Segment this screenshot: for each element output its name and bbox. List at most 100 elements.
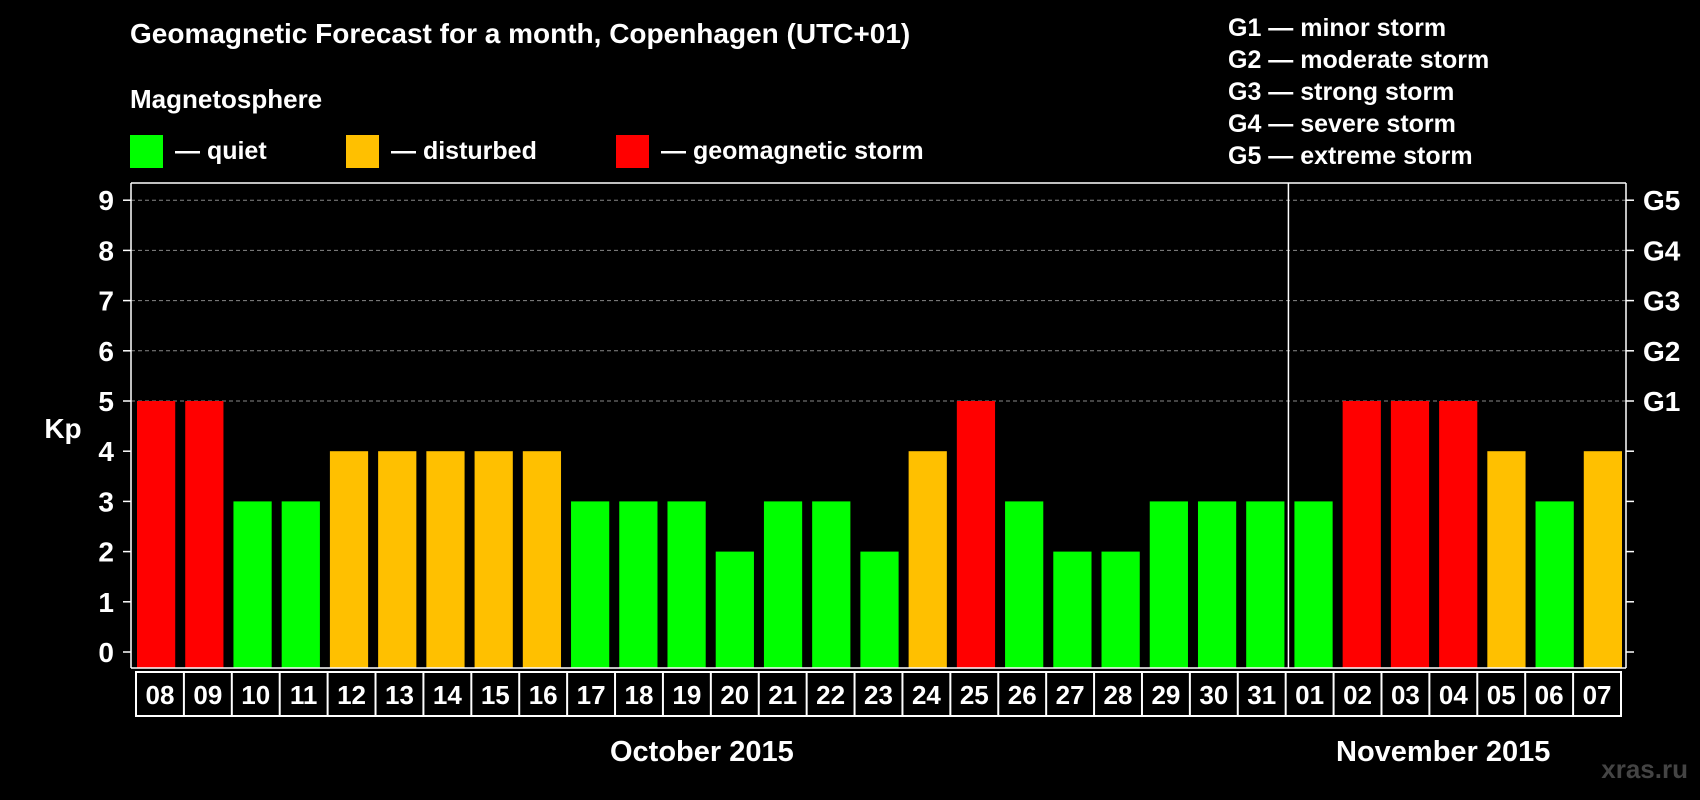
legend-swatch-storm (616, 134, 649, 168)
bar-14 (426, 451, 465, 668)
storm-level-g4: G4 — severe storm (1228, 110, 1456, 138)
x-tick-label-18: 18 (625, 680, 654, 710)
date-box-strip (135, 671, 1622, 717)
legend-label-disturbed: — disturbed (391, 136, 537, 165)
bar-28 (1101, 551, 1140, 668)
bar-19 (667, 501, 706, 668)
x-tick-label-14: 14 (433, 680, 462, 710)
x-tick-label-29: 29 (1151, 680, 1180, 710)
x-tick-label-17: 17 (577, 680, 606, 710)
x-tick-label-21: 21 (768, 680, 797, 710)
y-tick-label: 1 (98, 587, 114, 618)
storm-level-g3: G3 — strong storm (1228, 78, 1455, 106)
x-tick-label-30: 30 (1199, 680, 1228, 710)
bar-07 (1583, 451, 1622, 668)
legend-swatch-quiet (130, 134, 163, 168)
legend-disturbed: — disturbed (346, 134, 537, 168)
y-tick-label: 5 (98, 386, 114, 417)
x-tick-label-24: 24 (912, 680, 941, 710)
legend-label-storm: — geomagnetic storm (661, 136, 924, 165)
bar-15 (474, 451, 513, 668)
storm-level-g1: G1 — minor storm (1228, 14, 1447, 42)
month-label-november: November 2015 (1336, 736, 1551, 768)
bar-13 (378, 451, 417, 668)
storm-level-g5: G5 — extreme storm (1228, 142, 1473, 170)
storm-level-g2: G2 — moderate storm (1228, 46, 1490, 74)
x-tick-label-05: 05 (1487, 680, 1516, 710)
y-axis: 0 1 2 3 4 5 6 7 8 9 (98, 185, 131, 668)
x-tick-label-20: 20 (720, 680, 749, 710)
x-tick-label-19: 19 (672, 680, 701, 710)
chart-title: Geomagnetic Forecast for a month, Copenh… (130, 18, 911, 49)
right-axis-label-g5: G5 (1643, 185, 1680, 216)
bar-01 (1294, 501, 1333, 668)
legend-quiet: — quiet (130, 134, 267, 168)
bar-08 (137, 401, 176, 668)
plot-frame (130, 182, 1627, 669)
y-tick-label: 7 (98, 286, 114, 317)
y-tick-label: 8 (98, 235, 114, 266)
magnetosphere-label: Magnetosphere (130, 84, 323, 114)
x-tick-label-26: 26 (1008, 680, 1037, 710)
bar-20 (715, 551, 754, 668)
bar-04 (1439, 401, 1478, 668)
legend-storm: — geomagnetic storm (616, 134, 924, 168)
y-tick-label: 6 (98, 336, 114, 367)
x-tick-label-15: 15 (481, 680, 510, 710)
bar-31 (1246, 501, 1285, 668)
bar-11 (281, 501, 320, 668)
right-axis: G1 G2 G3 G4 G5 (1626, 185, 1681, 653)
bar-03 (1390, 401, 1430, 668)
x-tick-label-04: 04 (1439, 680, 1468, 710)
right-axis-label-g4: G4 (1643, 235, 1681, 266)
right-axis-label-g2: G2 (1643, 336, 1680, 367)
bar-27 (1053, 551, 1092, 668)
x-axis: 08 09 10 11 12 13 14 15 16 17 18 19 20 21 22 23 24 25 26 27… (135, 671, 1622, 717)
x-tick-label-31: 31 (1247, 680, 1276, 710)
bar-02 (1342, 401, 1381, 668)
x-tick-label-02: 02 (1343, 680, 1372, 710)
x-tick-label-13: 13 (385, 680, 414, 710)
bar-18 (619, 501, 658, 668)
x-tick-label-09: 09 (193, 680, 222, 710)
right-axis-label-g3: G3 (1643, 286, 1680, 317)
legend-swatch-disturbed (346, 134, 379, 168)
x-tick-label-27: 27 (1056, 680, 1085, 710)
bar-17 (571, 501, 610, 668)
bars (137, 401, 1622, 668)
y-tick-label: 9 (98, 185, 114, 216)
bar-29 (1149, 501, 1188, 668)
x-tick-label-25: 25 (960, 680, 989, 710)
watermark: xras.ru (1601, 754, 1688, 784)
x-tick-label-10: 10 (241, 680, 270, 710)
x-tick-label-12: 12 (337, 680, 366, 710)
x-tick-label-08: 08 (145, 680, 174, 710)
bar-09 (185, 401, 224, 668)
y-tick-label: 3 (98, 486, 114, 517)
bar-10 (233, 501, 272, 668)
bar-25 (956, 401, 996, 668)
x-tick-label-22: 22 (816, 680, 845, 710)
bar-26 (1005, 501, 1044, 668)
legend-label-quiet: — quiet (175, 136, 267, 165)
month-label-october: October 2015 (610, 736, 794, 768)
bar-06 (1535, 501, 1574, 668)
y-tick-label: 0 (98, 637, 114, 668)
bar-22 (812, 501, 851, 668)
x-tick-label-03: 03 (1391, 680, 1420, 710)
bar-21 (763, 501, 803, 668)
bar-23 (860, 551, 899, 668)
y-axis-label: Kp (44, 413, 81, 444)
y-tick-label: 2 (98, 537, 114, 568)
x-tick-label-06: 06 (1535, 680, 1564, 710)
x-tick-label-28: 28 (1104, 680, 1133, 710)
x-tick-label-07: 07 (1583, 680, 1612, 710)
bar-05 (1487, 451, 1526, 668)
bar-12 (329, 451, 369, 668)
bar-24 (908, 451, 947, 668)
right-axis-label-g1: G1 (1643, 386, 1680, 417)
x-tick-label-16: 16 (529, 680, 558, 710)
y-tick-label: 4 (98, 436, 114, 467)
x-tick-label-01: 01 (1295, 680, 1324, 710)
